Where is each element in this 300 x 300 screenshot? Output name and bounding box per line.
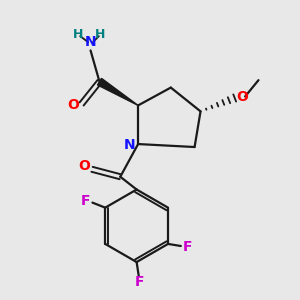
Polygon shape [98, 78, 138, 105]
Text: F: F [81, 194, 91, 208]
Text: N: N [124, 138, 136, 152]
Text: N: N [85, 35, 96, 49]
Text: H: H [95, 28, 105, 41]
Text: F: F [183, 240, 192, 254]
Text: H: H [73, 28, 83, 41]
Text: O: O [78, 159, 90, 173]
Text: O: O [68, 98, 79, 112]
Text: F: F [135, 275, 144, 289]
Text: O: O [236, 90, 248, 104]
